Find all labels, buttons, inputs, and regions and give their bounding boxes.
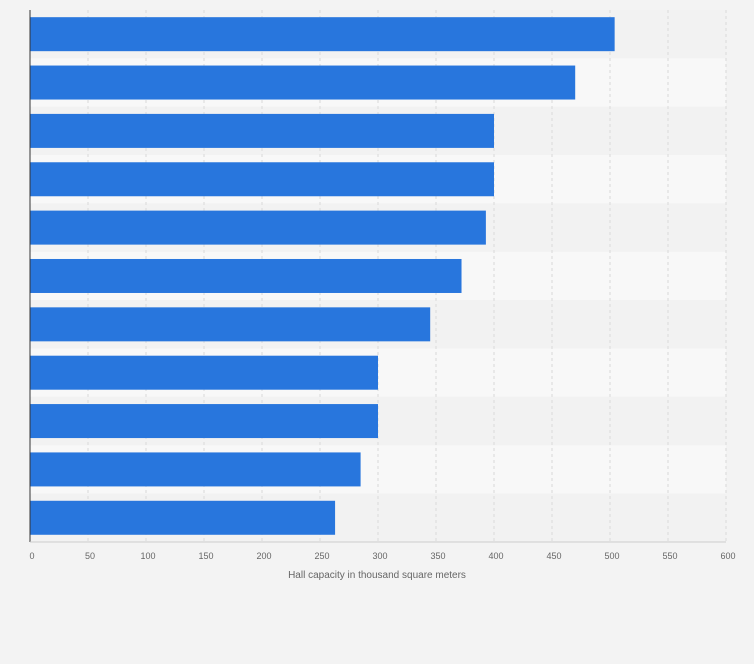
x-tick-labels: 0 50 100 150 200 250 300 350 400 450 500 550 600 — [29, 551, 735, 561]
x-tick-label-50: 50 — [85, 551, 95, 561]
bar-9 — [30, 404, 378, 439]
bar-6 — [30, 258, 462, 293]
bar-8 — [30, 355, 378, 390]
x-tick-label-0: 0 — [29, 551, 34, 561]
bar-10 — [30, 452, 361, 487]
x-tick-label-450: 450 — [546, 551, 561, 561]
x-tick-label-350: 350 — [430, 551, 445, 561]
x-tick-label-150: 150 — [198, 551, 213, 561]
bar-4 — [30, 162, 494, 197]
bar-7 — [30, 307, 431, 342]
x-tick-label-100: 100 — [140, 551, 155, 561]
bar-3 — [30, 113, 494, 148]
x-tick-label-250: 250 — [314, 551, 329, 561]
x-axis-label: Hall capacity in thousand square meters — [288, 570, 466, 581]
x-tick-label-300: 300 — [372, 551, 387, 561]
bars — [30, 17, 615, 535]
x-tick-label-500: 500 — [604, 551, 619, 561]
x-tick-label-200: 200 — [256, 551, 271, 561]
bar-2 — [30, 65, 576, 100]
x-tick-label-400: 400 — [488, 551, 503, 561]
bar-1 — [30, 17, 615, 52]
bar-5 — [30, 210, 486, 245]
axes — [29, 10, 726, 543]
x-tick-label-550: 550 — [662, 551, 677, 561]
x-tick-label-600: 600 — [720, 551, 735, 561]
bar-11 — [30, 500, 336, 535]
